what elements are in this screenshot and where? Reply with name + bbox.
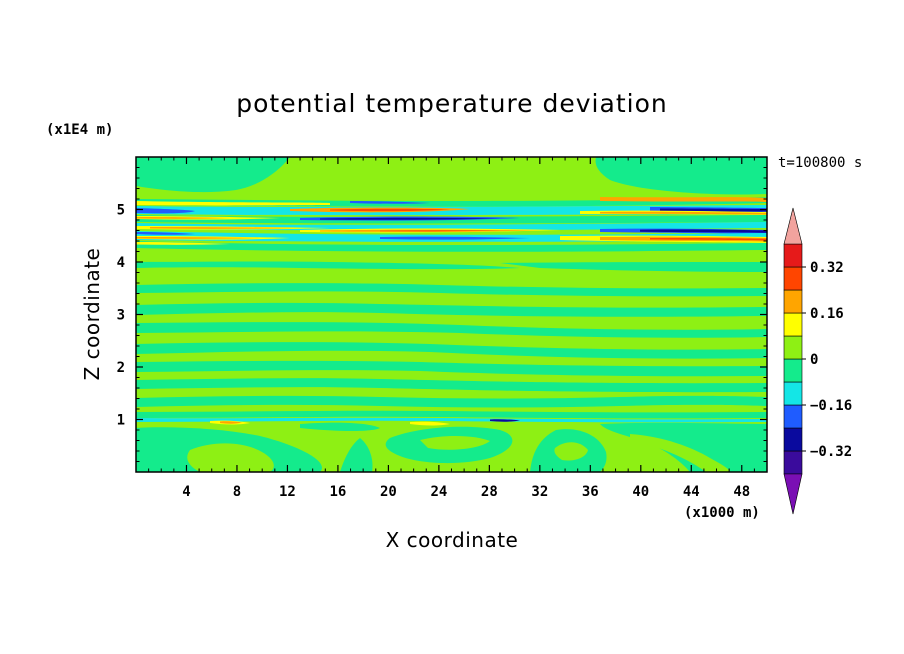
contour-band	[500, 262, 767, 272]
contour-band	[600, 197, 767, 202]
y-axis: 1 2 3 4 5	[117, 167, 767, 462]
x-tick-label: 28	[481, 484, 498, 500]
contour-band	[136, 302, 767, 317]
colorbar-tick-label: −0.16	[810, 398, 852, 414]
colorbar-swatch	[783, 427, 803, 452]
x-tick-label: 36	[582, 484, 599, 500]
x-tick-label: 40	[632, 484, 649, 500]
colorbar-swatch	[783, 381, 803, 406]
contour-band	[136, 241, 767, 252]
contour-band	[136, 410, 767, 419]
colorbar: −0.32 −0.16 0 0.16 0.32	[783, 207, 852, 515]
contour-band	[136, 232, 195, 235]
time-label: t=100800 s	[778, 155, 862, 171]
y-tick-label: 3	[117, 308, 125, 324]
x-axis: 4 8 12 16 20 24 28 32 36 40 44 48	[148, 157, 755, 500]
contour-band	[136, 322, 767, 338]
contour-band	[350, 201, 430, 204]
colorbar-swatch	[783, 450, 803, 475]
contour-band	[150, 227, 300, 229]
colorbar-tick-label: 0.32	[810, 260, 844, 276]
colorbar-tick-label: 0.16	[810, 306, 844, 322]
colorbar-under-arrow	[783, 473, 803, 515]
contour-band	[136, 342, 767, 359]
contour-band	[136, 395, 767, 408]
chart-title: potential temperature deviation	[236, 89, 667, 118]
x-tick-label: 8	[233, 484, 241, 500]
colorbar-swatch	[783, 358, 803, 383]
contour-band	[380, 230, 500, 232]
contour-band	[600, 211, 767, 215]
x-tick-label: 32	[531, 484, 548, 500]
colorbar-swatch	[783, 335, 803, 360]
y-axis-label: Z coordinate	[80, 248, 104, 381]
colorbar-tick-label: −0.32	[810, 444, 852, 460]
contour-band	[136, 217, 230, 219]
x-unit-label: (x1000 m)	[684, 505, 760, 521]
contour-band	[650, 237, 767, 241]
contour-band	[554, 442, 588, 461]
colorbar-tick-label: 0	[810, 352, 818, 368]
contour-band	[136, 417, 767, 423]
contour-band	[380, 236, 530, 240]
contour-band	[410, 421, 450, 426]
contour-band	[330, 208, 450, 212]
contour-band	[136, 157, 290, 193]
x-tick-label: 4	[182, 484, 190, 500]
x-tick-label: 16	[329, 484, 346, 500]
x-tick-label: 12	[279, 484, 296, 500]
contour-band	[136, 261, 520, 270]
contour-band	[136, 360, 767, 377]
contour-band	[630, 434, 730, 472]
x-tick-label: 44	[683, 484, 700, 500]
y-tick-label: 2	[117, 360, 125, 376]
y-tick-label: 1	[117, 413, 125, 429]
colorbar-swatch	[783, 243, 803, 268]
contour-band	[136, 201, 330, 206]
contour-band	[136, 242, 230, 245]
y-tick-label: 4	[117, 255, 125, 271]
x-tick-label: 24	[430, 484, 447, 500]
contour-band	[136, 208, 195, 214]
contour-band	[595, 157, 767, 195]
contour-band	[136, 237, 260, 239]
contour-field	[136, 157, 767, 472]
x-tick-label: 48	[733, 484, 750, 500]
contour-band	[340, 438, 373, 472]
contour-band	[220, 421, 242, 424]
contour-band	[136, 283, 767, 297]
colorbar-over-arrow	[783, 207, 803, 245]
x-tick-label: 20	[380, 484, 397, 500]
colorbar-swatch	[783, 289, 803, 314]
contour-band	[640, 229, 767, 233]
contour-band	[320, 217, 500, 220]
contour-band	[420, 435, 490, 450]
y-tick-label: 5	[117, 203, 125, 219]
colorbar-swatch	[783, 312, 803, 337]
contour-band	[187, 443, 274, 472]
x-axis-label: X coordinate	[386, 528, 519, 552]
contour-band	[490, 419, 520, 422]
colorbar-swatch	[783, 404, 803, 429]
y-unit-label: (x1E4 m)	[46, 122, 113, 138]
contour-band	[136, 378, 767, 393]
colorbar-swatch	[783, 266, 803, 291]
contour-band	[660, 208, 767, 212]
contour-band	[300, 422, 380, 431]
